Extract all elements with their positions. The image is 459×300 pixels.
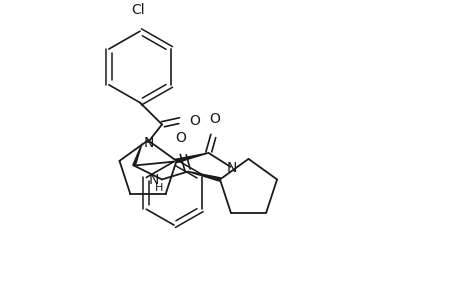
Polygon shape [176,153,208,163]
Polygon shape [188,172,220,181]
Text: O: O [189,115,200,128]
Text: Cl: Cl [131,3,145,17]
Text: O: O [175,131,186,145]
Text: N: N [226,161,236,175]
Text: N: N [149,173,159,188]
Text: O: O [209,112,219,126]
Text: H: H [155,183,163,194]
Text: N: N [144,136,154,150]
Polygon shape [133,144,142,166]
